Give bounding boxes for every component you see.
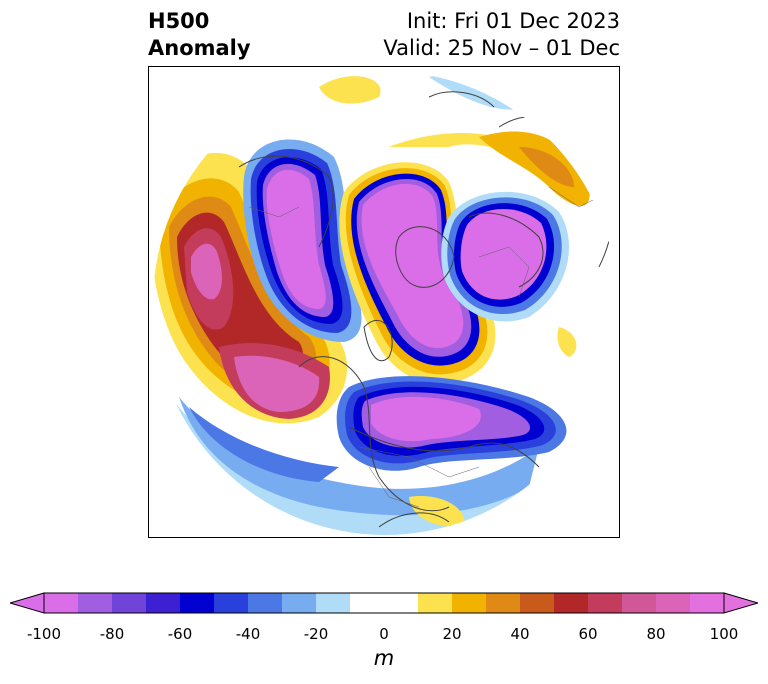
colorbar-unit-label: m <box>373 646 395 670</box>
colorbar-cell <box>656 593 691 613</box>
valid-date: Valid: 25 Nov – 01 Dec <box>383 36 620 60</box>
colorbar-cell <box>452 593 487 613</box>
colorbar-min-arrow <box>10 592 45 614</box>
colorbar-cell <box>180 593 215 613</box>
colorbar-tick-label: 60 <box>578 625 598 643</box>
colorbar-tick-label: 100 <box>709 625 739 643</box>
negative-anomaly-south-center <box>336 376 567 471</box>
colorbar-cell <box>282 593 317 613</box>
colorbar-tick-label: 20 <box>442 625 462 643</box>
colorbar-cell <box>486 593 521 613</box>
colorbar <box>10 592 758 614</box>
positive-anomaly-west <box>153 152 347 424</box>
anomaly-map <box>148 66 620 538</box>
negative-anomaly-northeast <box>441 191 569 322</box>
colorbar-max-arrow <box>723 592 758 614</box>
colorbar-cell <box>418 593 453 613</box>
negative-anomaly-arctic <box>339 162 496 385</box>
colorbar-cell <box>112 593 147 613</box>
colorbar-cell <box>146 593 181 613</box>
colorbar-tick-label: -20 <box>303 625 329 643</box>
init-date: Init: Fri 01 Dec 2023 <box>406 9 620 33</box>
map-dates: Init: Fri 01 Dec 2023 Valid: 25 Nov – 01… <box>383 8 620 62</box>
anomaly-field <box>153 71 617 535</box>
colorbar-tick-label: 40 <box>510 625 530 643</box>
borders <box>248 186 600 508</box>
colorbar-cell <box>316 593 351 613</box>
map-title: H500 Anomaly <box>148 8 251 62</box>
colorbar-tick-label: -80 <box>99 625 125 643</box>
colorbar-cell <box>554 593 589 613</box>
colorbar-tick-label: -40 <box>235 625 261 643</box>
colorbar-cell <box>78 593 113 613</box>
title-line-2: Anomaly <box>148 36 251 60</box>
negative-anomaly-northwest <box>243 139 362 342</box>
colorbar-cell <box>690 593 725 613</box>
colorbar-cells <box>44 593 725 613</box>
colorbar-tick-label: -60 <box>167 625 193 643</box>
colorbar-cell <box>622 593 657 613</box>
colorbar-tick-label: -100 <box>26 625 62 643</box>
colorbar-cell <box>350 593 385 613</box>
colorbar-cell <box>214 593 249 613</box>
colorbar-cell <box>44 593 79 613</box>
colorbar-cell <box>520 593 555 613</box>
colorbar-cell <box>588 593 623 613</box>
colorbar-cell <box>384 593 419 613</box>
colorbar-tick-label: 80 <box>646 625 666 643</box>
colorbar-tick-label: 0 <box>379 625 389 643</box>
colorbar-cell <box>248 593 283 613</box>
title-line-1: H500 <box>148 9 210 33</box>
negative-anomaly-south <box>153 367 617 535</box>
